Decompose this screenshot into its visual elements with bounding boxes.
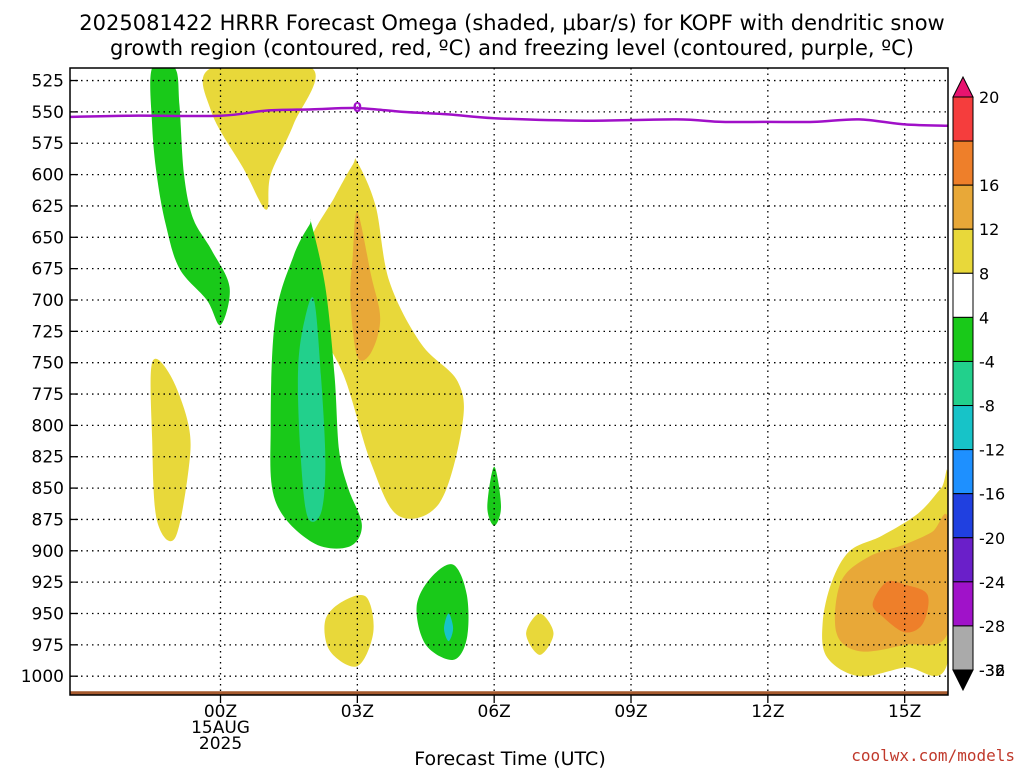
x-tick-label-06Z: 06Z [478, 702, 511, 722]
y-tick-label-800: 800 [32, 416, 64, 436]
y-tick-label-1000: 1000 [21, 667, 64, 687]
colorbar-box-8 [952, 449, 974, 495]
x-tick-label-00Z: 00Z [204, 702, 237, 722]
y-tick-label-850: 850 [32, 479, 64, 499]
y-tick-label-525: 525 [32, 72, 64, 92]
colorbar-label--32: -32 [979, 661, 1005, 680]
colorbar-box-9 [952, 493, 974, 539]
chart-title-line1: 2025081422 HRRR Forecast Omega (shaded, … [79, 11, 944, 35]
x-tick-label-2025: 2025 [199, 734, 242, 754]
colorbar-box-0 [952, 96, 974, 142]
colorbar-box-6 [952, 360, 974, 407]
colorbar-box-4 [952, 272, 974, 318]
colorbar-label--20: -20 [979, 529, 1005, 548]
y-tick-label-825: 825 [32, 448, 64, 468]
omega-region-sink_mid [305, 158, 464, 519]
colorbar-bottom-arrow [952, 669, 974, 692]
chart-title-line2: growth region (contoured, red, ºC) and f… [110, 36, 914, 60]
y-tick-label-900: 900 [32, 542, 64, 562]
x-tick-label-12Z: 12Z [751, 702, 784, 722]
y-tick-label-675: 675 [32, 260, 64, 280]
y-tick-label-550: 550 [32, 103, 64, 123]
y-tick-label-625: 625 [32, 197, 64, 217]
colorbar-box-12 [952, 625, 974, 671]
colorbar-box-2 [952, 184, 974, 230]
freezing-level-line [70, 106, 948, 127]
colorbar-top-arrow [952, 75, 974, 98]
y-tick-label-725: 725 [32, 322, 64, 342]
colorbar-label--8: -8 [979, 397, 995, 416]
omega-region-rise_upper_left [150, 68, 230, 326]
colorbar-box-10 [952, 537, 974, 583]
colorbar-label-8: 8 [979, 264, 989, 283]
colorbar-label--36: -36 [979, 661, 1005, 680]
omega-region-sink_mid_core [350, 211, 381, 361]
x-tick-label-03Z: 03Z [341, 702, 374, 722]
credit-link[interactable]: coolwx.com/models [851, 746, 1015, 765]
plot-frame [69, 67, 949, 696]
y-tick-label-875: 875 [32, 510, 64, 530]
y-tick-label-925: 925 [32, 573, 64, 593]
x-tick-label-15Z: 15Z [888, 702, 921, 722]
y-tick-label-750: 750 [32, 354, 64, 374]
terrain-strip [70, 691, 948, 695]
y-tick-label-650: 650 [32, 228, 64, 248]
colorbar-label-16: 16 [979, 176, 999, 195]
colorbar-box-7 [952, 405, 974, 451]
colorbar-box-3 [952, 228, 974, 274]
omega-region-sink_small_03z [324, 595, 374, 667]
y-tick-label-575: 575 [32, 134, 64, 154]
colorbar-label--24: -24 [979, 573, 1005, 592]
plot-interior: 0 [70, 68, 948, 695]
x-tick-label-15AUG: 15AUG [191, 718, 250, 738]
colorbar-box-1 [952, 140, 974, 186]
plot-area: 0 525 550 575 600 625 650 675 700 725 750 775 800 825… [21, 67, 949, 754]
y-tick-label-700: 700 [32, 291, 64, 311]
y-tick-label-775: 775 [32, 385, 64, 405]
colorbar-label-20: 20 [979, 88, 999, 107]
colorbar: 20 16 12 8 4 -4 -8 -12 -16 -20 -24 -28 -32-36 [952, 75, 1005, 692]
y-tick-label-950: 950 [32, 604, 64, 624]
colorbar-box-11 [952, 581, 974, 627]
omega-region-rise_dot_06z [487, 466, 501, 526]
omega-region-rise_mid_core [297, 297, 326, 522]
colorbar-label--12: -12 [979, 441, 1005, 460]
colorbar-box-5 [952, 316, 974, 362]
x-axis-label: Forecast Time (UTC) [414, 748, 605, 768]
x-tick-label-09Z: 09Z [614, 702, 647, 722]
omega-region-sink_left_lower [150, 358, 191, 542]
omega-region-sink_upper [202, 68, 316, 210]
colorbar-label-12: 12 [979, 220, 999, 239]
omega-region-sink_lower_right_core [872, 580, 929, 633]
colorbar-label--4: -4 [979, 352, 995, 371]
omega-region-sink_dot_07z [526, 613, 554, 655]
omega-region-rise_small_05z [416, 564, 469, 660]
colorbar-label--16: -16 [979, 485, 1005, 504]
freezing-level-label: 0 [353, 101, 362, 116]
y-tick-label-600: 600 [32, 166, 64, 186]
colorbar-label-4: 4 [979, 308, 989, 327]
colorbar-label--28: -28 [979, 617, 1005, 636]
omega-region-rise_small_05z_core [444, 613, 454, 642]
y-tick-label-975: 975 [32, 636, 64, 656]
